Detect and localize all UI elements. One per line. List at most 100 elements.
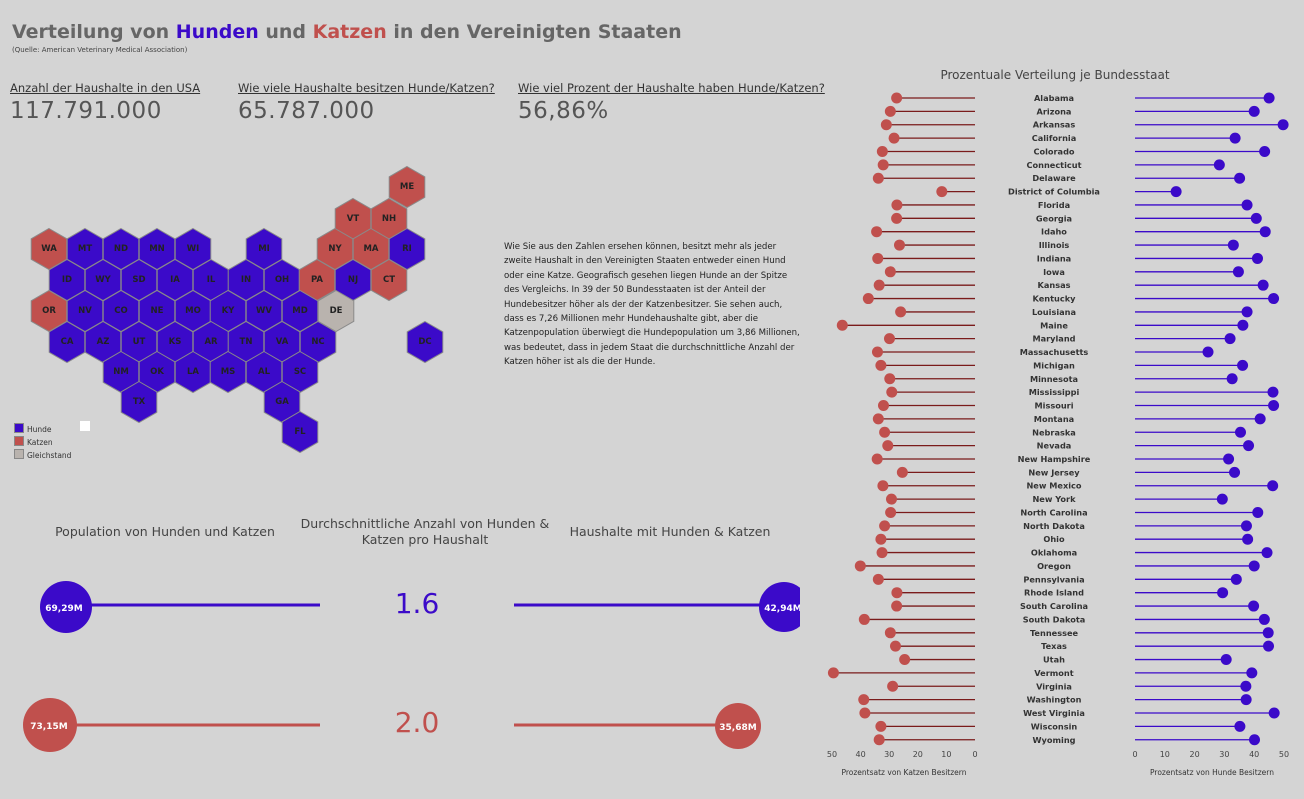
cat-point[interactable] (884, 105, 896, 117)
dog-point[interactable] (1262, 627, 1274, 639)
cat-point[interactable] (858, 613, 870, 625)
legend-item-dogs[interactable]: Hunde (14, 423, 52, 434)
dog-point[interactable] (1242, 533, 1254, 545)
population-dogs-circle[interactable] (40, 581, 92, 633)
cat-point[interactable] (891, 92, 903, 104)
dog-point[interactable] (1224, 333, 1236, 345)
dog-point[interactable] (1170, 186, 1182, 198)
cat-point[interactable] (877, 159, 889, 171)
cat-point[interactable] (876, 145, 888, 157)
dog-point[interactable] (1229, 132, 1241, 144)
state-hex-dc[interactable] (406, 320, 444, 364)
cat-point[interactable] (885, 493, 897, 505)
dog-point[interactable] (1261, 547, 1273, 559)
cat-point[interactable] (871, 226, 883, 238)
households-dogs-circle[interactable] (759, 582, 800, 632)
cat-point[interactable] (877, 400, 889, 412)
cat-point[interactable] (883, 333, 895, 345)
dog-point[interactable] (1229, 466, 1241, 478)
dog-point[interactable] (1268, 293, 1280, 305)
dog-point[interactable] (1217, 587, 1229, 599)
dog-point[interactable] (1230, 573, 1242, 585)
dog-point[interactable] (1257, 279, 1269, 291)
state-hex-tx[interactable] (120, 380, 158, 424)
dog-point[interactable] (1251, 252, 1263, 264)
dog-point[interactable] (1248, 734, 1260, 746)
cat-point[interactable] (884, 627, 896, 639)
cat-point[interactable] (879, 520, 891, 532)
cat-point[interactable] (873, 734, 885, 746)
households-cats-circle[interactable] (715, 703, 761, 749)
dog-point[interactable] (1234, 172, 1246, 184)
dog-point[interactable] (1246, 667, 1258, 679)
cat-point[interactable] (859, 707, 871, 719)
cat-point[interactable] (871, 453, 883, 465)
cat-point[interactable] (891, 600, 903, 612)
dog-point[interactable] (1227, 239, 1239, 251)
dog-point[interactable] (1263, 92, 1275, 104)
dog-point[interactable] (1248, 600, 1260, 612)
population-cats-circle[interactable] (23, 698, 77, 752)
dog-point[interactable] (1267, 386, 1279, 398)
cat-point[interactable] (884, 373, 896, 385)
dog-point[interactable] (1241, 199, 1253, 211)
dog-point[interactable] (1232, 266, 1244, 278)
cat-point[interactable] (936, 186, 948, 198)
cat-point[interactable] (858, 694, 870, 706)
cat-point[interactable] (891, 199, 903, 211)
cat-point[interactable] (872, 172, 884, 184)
cat-point[interactable] (880, 119, 892, 131)
dog-point[interactable] (1268, 400, 1280, 412)
state-hex-fl[interactable] (281, 410, 319, 454)
dog-point[interactable] (1240, 694, 1252, 706)
cat-point[interactable] (854, 560, 866, 572)
legend-item-cats[interactable]: Katzen (14, 436, 53, 447)
dog-point[interactable] (1240, 680, 1252, 692)
cat-point[interactable] (877, 480, 889, 492)
dog-point[interactable] (1202, 346, 1214, 358)
cat-point[interactable] (886, 386, 898, 398)
cat-point[interactable] (899, 654, 911, 666)
dog-point[interactable] (1248, 105, 1260, 117)
dog-point[interactable] (1277, 119, 1289, 131)
dog-point[interactable] (1226, 373, 1238, 385)
state-hex-ct[interactable] (370, 258, 408, 302)
cat-point[interactable] (873, 279, 885, 291)
legend-item-equal[interactable]: Gleichstand (14, 449, 71, 460)
dog-point[interactable] (1268, 707, 1280, 719)
cat-point[interactable] (891, 587, 903, 599)
cat-point[interactable] (871, 346, 883, 358)
cat-point[interactable] (891, 212, 903, 224)
cat-point[interactable] (872, 413, 884, 425)
cat-point[interactable] (889, 640, 901, 652)
dog-point[interactable] (1234, 720, 1246, 732)
dog-point[interactable] (1252, 506, 1264, 518)
dog-point[interactable] (1234, 426, 1246, 438)
cat-point[interactable] (887, 680, 899, 692)
dog-point[interactable] (1259, 145, 1271, 157)
dog-point[interactable] (1241, 306, 1253, 318)
dog-point[interactable] (1213, 159, 1225, 171)
dog-point[interactable] (1237, 359, 1249, 371)
dog-point[interactable] (1243, 440, 1255, 452)
dog-point[interactable] (1250, 212, 1262, 224)
cat-point[interactable] (836, 319, 848, 331)
cat-point[interactable] (872, 573, 884, 585)
cat-point[interactable] (893, 239, 905, 251)
dog-point[interactable] (1216, 493, 1228, 505)
dog-point[interactable] (1258, 613, 1270, 625)
dog-point[interactable] (1263, 640, 1275, 652)
dog-point[interactable] (1223, 453, 1235, 465)
cat-point[interactable] (876, 547, 888, 559)
cat-point[interactable] (875, 720, 887, 732)
state-hex-me[interactable] (388, 165, 426, 209)
dog-point[interactable] (1267, 480, 1279, 492)
cat-point[interactable] (888, 132, 900, 144)
cat-point[interactable] (882, 440, 894, 452)
dog-point[interactable] (1254, 413, 1266, 425)
dog-point[interactable] (1237, 319, 1249, 331)
cat-point[interactable] (896, 466, 908, 478)
cat-point[interactable] (875, 533, 887, 545)
dog-point[interactable] (1248, 560, 1260, 572)
cat-point[interactable] (885, 506, 897, 518)
